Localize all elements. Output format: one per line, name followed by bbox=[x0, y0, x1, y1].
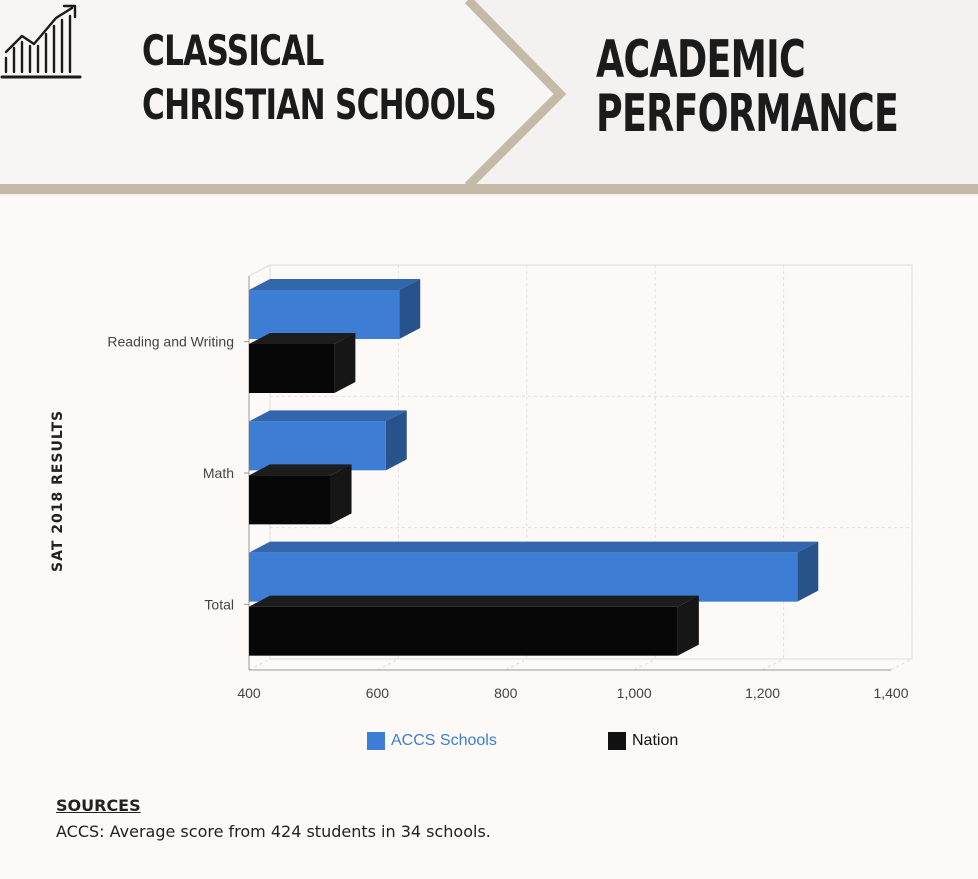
x-tick-label: 600 bbox=[366, 685, 390, 701]
bar-accs bbox=[249, 410, 407, 471]
y-category-label: Total bbox=[204, 596, 234, 612]
header-left-title-line2: CHRISTIAN SCHOOLS bbox=[142, 80, 497, 129]
gridline-floor bbox=[890, 658, 913, 671]
header-right-title-line1: ACADEMIC bbox=[596, 30, 806, 90]
bar-nation bbox=[249, 464, 352, 525]
gridline-floor bbox=[248, 658, 271, 671]
bar-side-face bbox=[399, 279, 421, 339]
bar-top-face bbox=[249, 333, 356, 344]
bar-top-face bbox=[249, 410, 407, 422]
legend-label-accs: ACCS Schools bbox=[391, 732, 497, 749]
y-category-label: Reading and Writing bbox=[107, 334, 234, 350]
bar-top-face bbox=[249, 541, 819, 553]
bar-side-face bbox=[334, 333, 356, 393]
bar-accs bbox=[249, 541, 819, 602]
bar-chart: 400 600 800 1,000 1,200 1,400 Reading and Writ… bbox=[107, 264, 913, 701]
bar-front-face bbox=[249, 421, 386, 471]
y-category-label: Math bbox=[203, 465, 234, 481]
legend-label-nation: Nation bbox=[632, 732, 679, 749]
header-left-title-line1: CLASSICAL bbox=[142, 26, 324, 75]
plot-wall-edge bbox=[248, 264, 271, 277]
bar-side-face bbox=[797, 541, 819, 602]
trending-chart-icon bbox=[0, 4, 82, 79]
bar-nation bbox=[249, 333, 356, 393]
x-tick-label: 800 bbox=[494, 685, 518, 701]
bar-side-face bbox=[330, 464, 352, 525]
header-banner: CLASSICAL CHRISTIAN SCHOOLS ACADEMIC PER… bbox=[0, 0, 978, 196]
gridline-floor bbox=[505, 658, 528, 671]
gridline-floor bbox=[633, 658, 656, 671]
bar-side-face bbox=[385, 410, 407, 471]
legend-item-nation[interactable]: Nation bbox=[608, 732, 678, 750]
bar-front-face bbox=[249, 606, 678, 656]
sources-heading: SOURCES bbox=[56, 796, 141, 815]
bar-front-face bbox=[249, 290, 400, 339]
header-right-title-line2: PERFORMANCE bbox=[596, 84, 899, 144]
x-tick-label: 1,000 bbox=[617, 685, 652, 701]
legend-item-accs[interactable]: ACCS Schools bbox=[367, 732, 497, 750]
gridline-floor bbox=[762, 658, 784, 671]
header-background bbox=[0, 0, 978, 196]
gridline-floor bbox=[377, 658, 399, 671]
bar-nation bbox=[249, 595, 699, 656]
sources-text: ACCS: Average score from 424 students in… bbox=[56, 822, 491, 841]
bar-front-face bbox=[249, 552, 798, 602]
y-axis-title: SAT 2018 RESULTS bbox=[50, 409, 66, 572]
x-tick-label: 400 bbox=[237, 685, 261, 701]
bar-side-face bbox=[677, 595, 699, 656]
bar-top-face bbox=[249, 464, 352, 476]
x-tick-label: 1,200 bbox=[745, 685, 780, 701]
legend-swatch-nation bbox=[608, 732, 626, 750]
bar-front-face bbox=[249, 344, 335, 393]
bar-accs bbox=[249, 279, 421, 339]
bar-top-face bbox=[249, 595, 699, 607]
bar-top-face bbox=[249, 279, 421, 290]
x-tick-label: 1,400 bbox=[873, 685, 908, 701]
legend-swatch-accs bbox=[367, 732, 385, 750]
bar-front-face bbox=[249, 475, 331, 525]
